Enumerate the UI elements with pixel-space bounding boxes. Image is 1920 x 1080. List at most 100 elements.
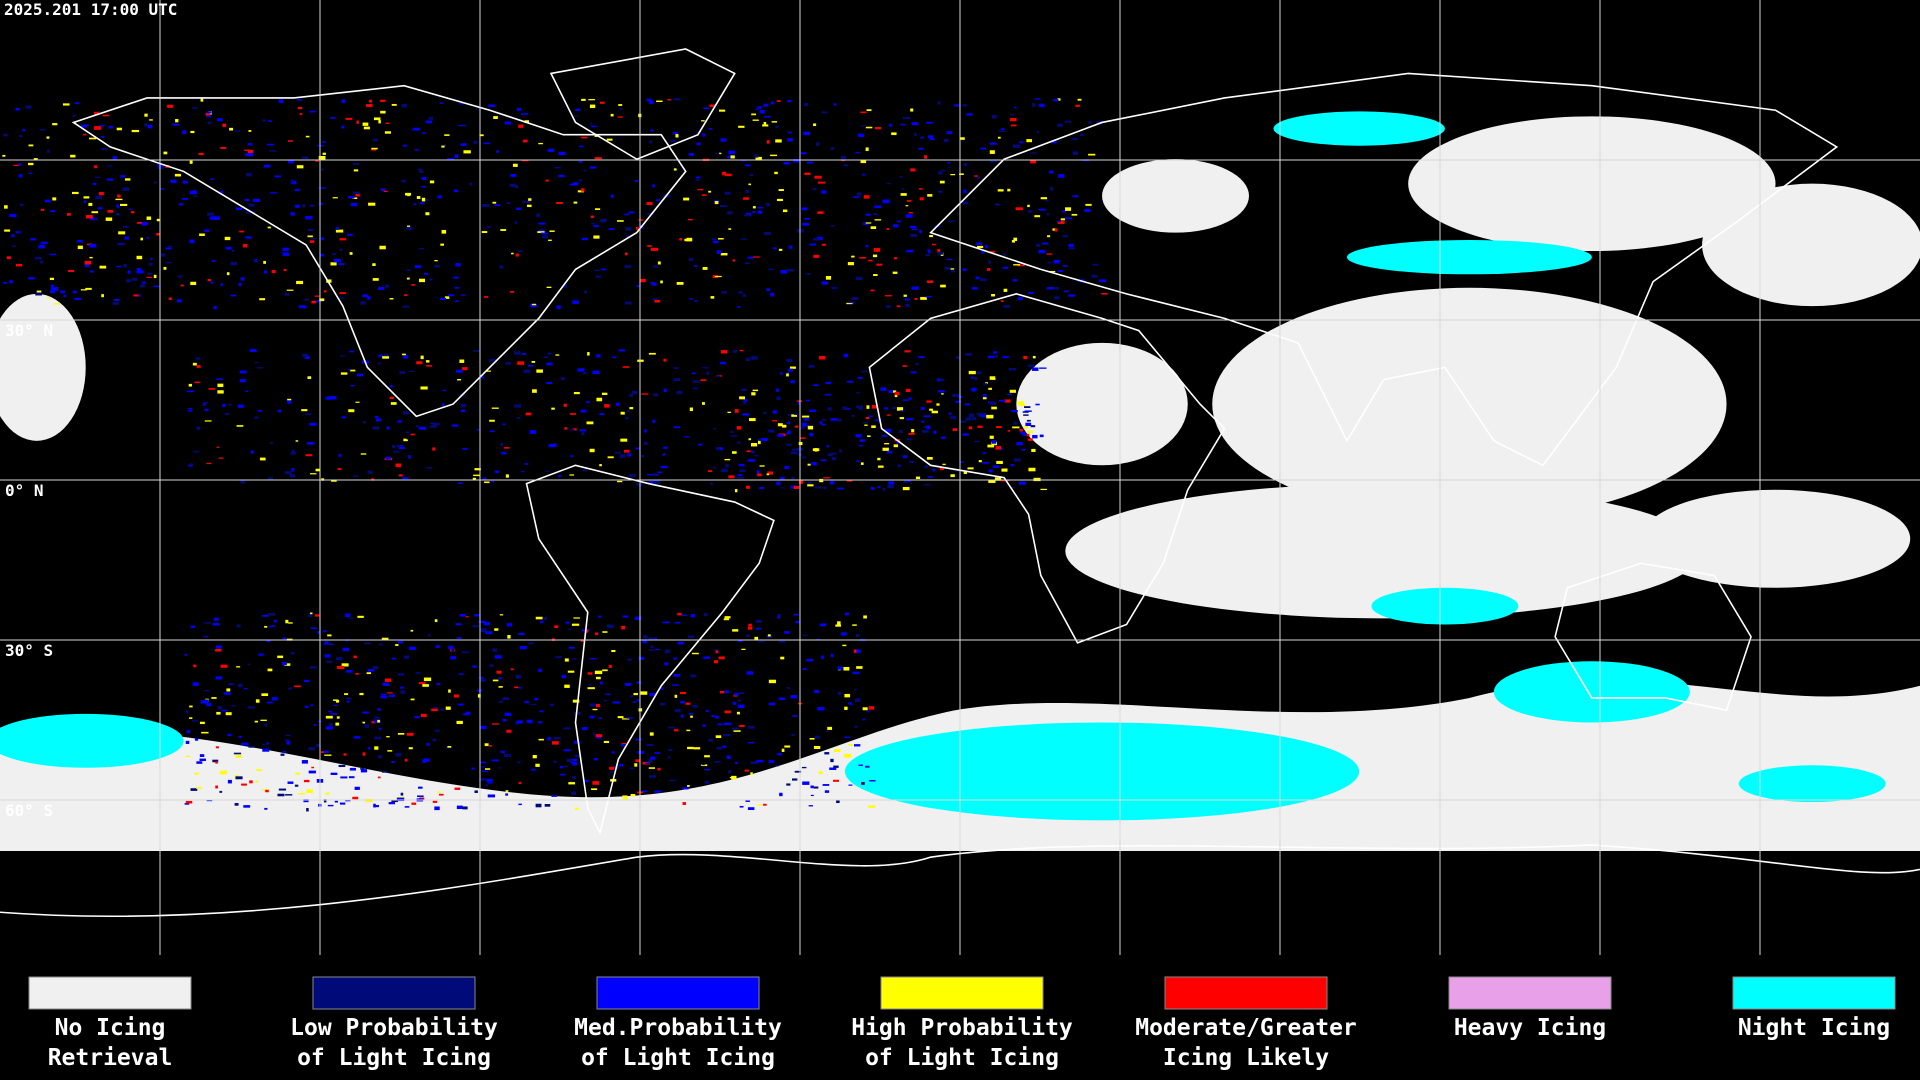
icing-speckle <box>516 720 523 724</box>
icing-speckle <box>863 222 869 226</box>
icing-speckle <box>988 469 993 473</box>
icing-speckle <box>341 99 346 104</box>
icing-speckle <box>146 216 152 220</box>
icing-speckle <box>619 454 626 458</box>
icing-speckle <box>1023 414 1029 416</box>
icing-speckle <box>518 687 522 689</box>
icing-speckle <box>581 431 585 436</box>
icing-speckle <box>673 657 677 660</box>
icing-speckle <box>509 290 515 293</box>
icing-speckle <box>589 104 596 109</box>
icing-speckle <box>309 237 317 240</box>
icing-speckle <box>500 750 505 754</box>
icing-speckle <box>1014 458 1021 462</box>
icing-speckle <box>715 375 721 378</box>
icing-speckle <box>408 370 415 373</box>
icing-speckle <box>790 695 798 699</box>
icing-speckle <box>833 103 837 106</box>
icing-speckle <box>950 268 955 270</box>
icing-speckle <box>340 372 348 375</box>
icing-speckle <box>450 656 456 660</box>
icing-speckle <box>215 648 222 652</box>
icing-speckle <box>598 615 602 618</box>
icing-speckle <box>611 751 615 754</box>
icing-speckle <box>89 137 97 140</box>
icing-speckle <box>662 453 666 456</box>
icing-speckle <box>570 455 574 458</box>
icing-speckle <box>226 272 230 276</box>
icing-speckle <box>28 162 34 166</box>
icing-speckle <box>207 111 212 114</box>
icing-speckle <box>515 675 522 679</box>
icing-speckle <box>182 180 188 184</box>
icing-speckle <box>153 285 161 288</box>
icing-speckle <box>313 724 317 726</box>
icing-speckle <box>556 202 563 205</box>
icing-speckle <box>595 676 601 680</box>
icing-speckle <box>297 99 303 101</box>
icing-speckle <box>251 450 254 454</box>
icing-speckle <box>349 767 356 771</box>
icing-speckle <box>1027 204 1030 208</box>
icing-speckle <box>677 641 684 645</box>
icing-speckle <box>806 161 814 164</box>
icing-speckle <box>489 664 494 667</box>
icing-speckle <box>301 409 308 412</box>
icing-speckle <box>867 435 871 438</box>
icing-speckle <box>549 230 555 232</box>
icing-speckle <box>734 409 739 413</box>
icing-speckle <box>131 129 139 133</box>
icing-speckle <box>791 414 798 417</box>
icing-speckle <box>714 760 721 763</box>
icing-speckle <box>144 123 148 127</box>
icing-speckle <box>923 426 928 429</box>
icing-speckle <box>362 752 366 756</box>
icing-speckle <box>733 730 741 732</box>
icing-speckle <box>352 796 359 800</box>
icing-speckle <box>927 194 933 197</box>
icing-speckle <box>708 470 713 473</box>
icing-speckle <box>157 166 164 170</box>
icing-speckle <box>639 278 646 283</box>
icing-speckle <box>814 448 818 452</box>
icing-speckle <box>851 414 855 417</box>
icing-speckle <box>1018 404 1026 406</box>
icing-speckle <box>362 122 369 126</box>
icing-speckle <box>871 405 878 409</box>
icing-speckle <box>635 180 638 183</box>
icing-speckle <box>472 665 477 668</box>
icing-speckle <box>862 707 868 711</box>
icing-speckle <box>1002 356 1009 359</box>
icing-speckle <box>381 770 388 773</box>
icing-speckle <box>826 445 829 448</box>
icing-speckle <box>906 249 914 253</box>
icing-speckle <box>778 189 784 192</box>
icing-speckle <box>231 705 236 707</box>
icing-speckle <box>609 766 614 770</box>
icing-speckle <box>421 197 426 202</box>
icing-speckle <box>578 179 583 182</box>
icing-speckle <box>517 761 521 764</box>
icing-speckle <box>1018 296 1023 301</box>
icing-speckle <box>812 238 820 241</box>
icing-speckle <box>1046 253 1052 255</box>
icing-speckle <box>347 368 351 371</box>
icing-speckle <box>235 207 243 211</box>
icing-speckle <box>691 652 699 655</box>
icing-speckle <box>813 786 819 789</box>
icing-speckle <box>535 803 542 808</box>
icing-speckle <box>853 744 861 747</box>
icing-speckle <box>927 280 934 283</box>
icing-speckle <box>207 278 211 282</box>
icing-speckle <box>857 376 863 379</box>
icing-speckle <box>646 743 654 747</box>
icing-speckle <box>690 715 693 718</box>
icing-speckle <box>288 687 292 690</box>
icing-speckle <box>131 211 135 214</box>
icing-speckle <box>374 746 379 750</box>
icing-speckle <box>395 752 402 757</box>
icing-speckle <box>349 350 354 353</box>
icing-speckle <box>1038 208 1046 211</box>
icing-speckle <box>556 305 561 309</box>
icing-speckle <box>987 355 995 359</box>
